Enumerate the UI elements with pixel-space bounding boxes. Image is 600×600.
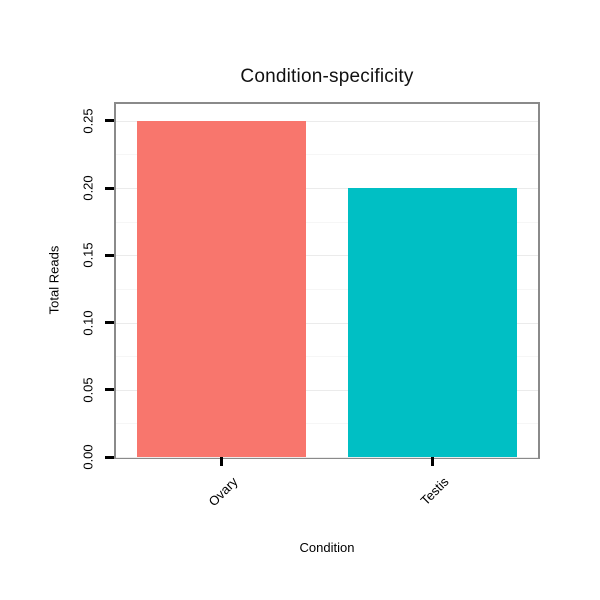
y-tick-mark [105, 321, 114, 325]
gridline-major [116, 188, 538, 190]
y-tick-label: 0.15 [80, 242, 96, 268]
y-tick-label: 0.10 [80, 309, 96, 336]
gridline-minor [116, 423, 538, 425]
y-tick-mark [105, 388, 114, 392]
chart-title: Condition-specificity [240, 66, 414, 87]
y-tick-mark [105, 119, 114, 123]
y-tick-label: 0.00 [80, 444, 96, 470]
gridline-major [116, 120, 538, 122]
gridline-minor [116, 356, 538, 358]
gridline-minor [116, 154, 538, 156]
x-tick-mark [431, 457, 434, 466]
y-tick-label: 0.05 [80, 377, 96, 403]
y-axis-title: Total Reads [46, 245, 62, 315]
gridline-minor [116, 288, 538, 290]
y-tick-mark [105, 186, 114, 190]
plot-area [116, 104, 538, 458]
gridline-major [116, 322, 538, 324]
y-tick-mark [105, 455, 114, 459]
bar-ovary [137, 120, 306, 457]
x-tick-mark [220, 457, 223, 466]
gridline-minor [116, 221, 538, 223]
gridline-major [116, 389, 538, 391]
x-tick-label: Ovary [204, 474, 241, 510]
gridline-major [116, 457, 538, 458]
x-axis-title: Condition [299, 540, 355, 555]
bar-testis [348, 188, 517, 457]
gridline-major [116, 255, 538, 257]
y-tick-label: 0.20 [80, 175, 96, 201]
y-tick-label: 0.25 [80, 108, 96, 134]
x-tick-label: Testis [416, 474, 452, 509]
y-tick-mark [105, 253, 114, 257]
plot-panel [114, 102, 540, 459]
